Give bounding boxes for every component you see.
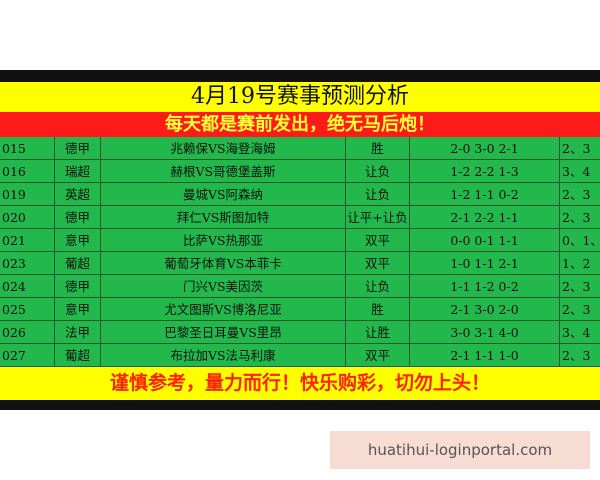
table-row: 024 德甲 门兴VS美因茨 让负 1-1 1-2 0-2 2、3 (0, 275, 600, 298)
table-title: 4月19号赛事预测分析 (0, 82, 600, 112)
goals: 0、1、 (560, 229, 600, 252)
league: 瑞超 (55, 160, 101, 183)
match: 葡萄牙体育VS本菲卡 (101, 252, 346, 275)
scores: 3-0 3-1 4-0 (410, 321, 560, 344)
table: 015 德甲 兆赖保VS海登海姆胜 2-0 3-0 2-1 2、3 016 瑞超 赫根VS哥德… (0, 137, 600, 367)
match: 尤文图斯VS博洛尼亚 (101, 298, 346, 321)
scores: 1-2 1-1 0-2 (410, 183, 560, 206)
scores: 1-2 2-2 1-3 (410, 160, 560, 183)
match-id: 025 (0, 298, 55, 321)
scores: 2-0 3-0 2-1 (410, 137, 560, 160)
table-row: 020 德甲 拜仁VS斯图加特 让平+让负 2-1 2-2 1-1 2、3 (0, 206, 600, 229)
scores: 1-0 1-1 2-1 (410, 252, 560, 275)
table-row: 025 意甲 尤文图斯VS博洛尼亚胜 2-1 3-0 2-0 2、3 (0, 298, 600, 321)
match: 门兴VS美因茨 (101, 275, 346, 298)
match-id: 023 (0, 252, 55, 275)
match: 比萨VS热那亚 (101, 229, 346, 252)
goals: 3、4 (560, 321, 600, 344)
top-border (0, 70, 600, 82)
pick: 让负 (346, 160, 410, 183)
pick: 双平 (346, 344, 410, 367)
scores: 0-0 0-1 1-1 (410, 229, 560, 252)
match: 布拉加VS法马利康 (101, 344, 346, 367)
match-id: 016 (0, 160, 55, 183)
pick: 双平 (346, 252, 410, 275)
match-id: 021 (0, 229, 55, 252)
match: 曼城VS阿森纳 (101, 183, 346, 206)
league: 葡超 (55, 252, 101, 275)
pick: 让胜 (346, 321, 410, 344)
footer-text: 谨慎参考，量力而行！快乐购彩，切勿上头！ (0, 367, 600, 400)
match-id: 015 (0, 137, 55, 160)
goals: 2、3 (560, 298, 600, 321)
league: 葡超 (55, 344, 101, 367)
match: 巴黎圣日耳曼VS里昂 (101, 321, 346, 344)
goals: 2、3 (560, 344, 600, 367)
league: 意甲 (55, 298, 101, 321)
league: 德甲 (55, 137, 101, 160)
pick: 让负 (346, 183, 410, 206)
scores: 2-1 3-0 2-0 (410, 298, 560, 321)
pick: 让负 (346, 275, 410, 298)
match-id: 027 (0, 344, 55, 367)
goals: 2、3 (560, 206, 600, 229)
match-id: 024 (0, 275, 55, 298)
goals: 2、3 (560, 137, 600, 160)
watermark: huatihui-loginportal.com (330, 431, 590, 469)
scores: 1-1 1-2 0-2 (410, 275, 560, 298)
scores: 2-1 1-1 1-0 (410, 344, 560, 367)
table-row: 027 葡超 布拉加VS法马利康 双平 2-1 1-1 1-0 2、3 (0, 344, 600, 367)
match: 兆赖保VS海登海姆 (101, 137, 346, 160)
pick: 双平 (346, 229, 410, 252)
goals: 2、3 (560, 275, 600, 298)
scores: 2-1 2-2 1-1 (410, 206, 560, 229)
match-id: 026 (0, 321, 55, 344)
pick: 让平+让负 (346, 206, 410, 229)
match: 赫根VS哥德堡盖斯 (101, 160, 346, 183)
goals: 3、4 (560, 160, 600, 183)
bottom-border (0, 400, 600, 410)
table-row: 023 葡超 葡萄牙体育VS本菲卡 双平 1-0 1-1 2-1 1、2 (0, 252, 600, 275)
match-id: 019 (0, 183, 55, 206)
league: 法甲 (55, 321, 101, 344)
table-row: 021 意甲 比萨VS热那亚 双平 0-0 0-1 1-1 0、1、 (0, 229, 600, 252)
goals: 1、2 (560, 252, 600, 275)
pick: 胜 (346, 137, 410, 160)
table-row: 026 法甲 巴黎圣日耳曼VS里昂 让胜 3-0 3-1 4-0 3、4 (0, 321, 600, 344)
table-row: 019 英超 曼城VS阿森纳 让负 1-2 1-1 0-2 2、3 (0, 183, 600, 206)
league: 德甲 (55, 275, 101, 298)
table-row: 015 德甲 兆赖保VS海登海姆胜 2-0 3-0 2-1 2、3 (0, 137, 600, 160)
match-id: 020 (0, 206, 55, 229)
pick: 胜 (346, 298, 410, 321)
table-row: 016 瑞超 赫根VS哥德堡盖斯 让负 1-2 2-2 1-3 3、4 (0, 160, 600, 183)
match: 拜仁VS斯图加特 (101, 206, 346, 229)
slogan: 每天都是赛前发出，绝无马后炮！ (0, 112, 600, 137)
league: 意甲 (55, 229, 101, 252)
goals: 2、3 (560, 183, 600, 206)
league: 英超 (55, 183, 101, 206)
league: 德甲 (55, 206, 101, 229)
